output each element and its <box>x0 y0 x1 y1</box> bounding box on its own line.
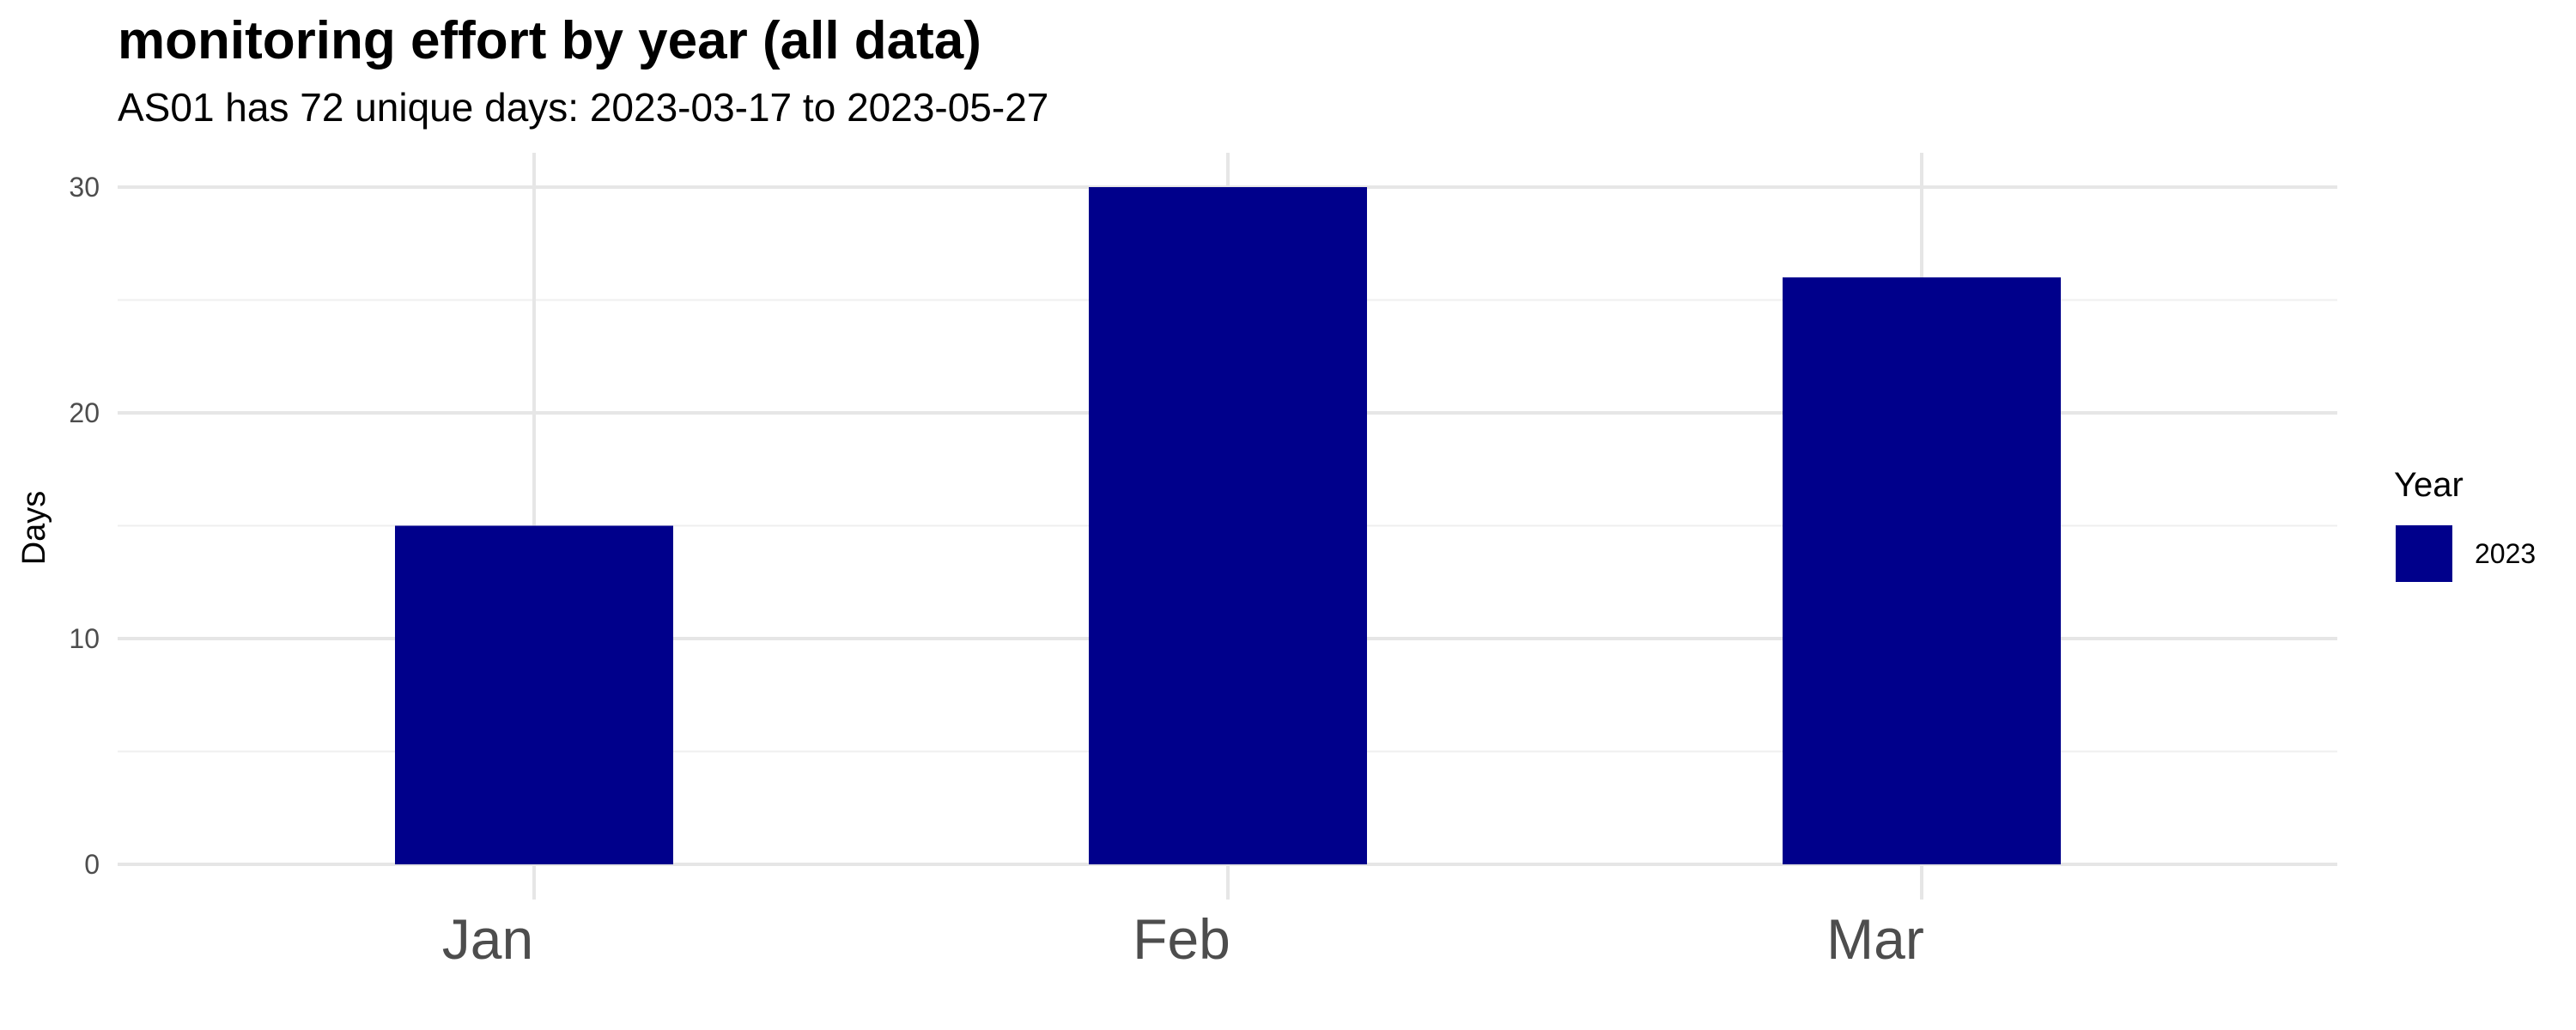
x-tick-label: Mar <box>1826 907 1924 971</box>
chart-subtitle: AS01 has 72 unique days: 2023-03-17 to 2… <box>118 85 1049 130</box>
legend: Year 2023 <box>2394 466 2536 582</box>
y-tick-label: 20 <box>69 397 100 428</box>
chart-title: monitoring effort by year (all data) <box>118 11 981 70</box>
bar-feb <box>1089 187 1367 864</box>
x-axis-ticks: Jan Feb Mar <box>442 907 1924 971</box>
y-axis-ticks: 0 10 20 30 <box>69 172 100 880</box>
x-tick-label: Jan <box>442 907 533 971</box>
y-tick-label: 30 <box>69 172 100 203</box>
legend-label: 2023 <box>2475 538 2536 569</box>
y-tick-label: 0 <box>84 849 100 880</box>
bar-jan <box>395 525 673 864</box>
y-tick-label: 10 <box>69 623 100 654</box>
legend-title: Year <box>2394 466 2464 504</box>
y-axis-label: Days <box>16 491 52 566</box>
bars <box>395 187 2061 864</box>
bar-mar <box>1783 277 2061 864</box>
legend-swatch <box>2396 525 2452 582</box>
x-tick-label: Feb <box>1133 907 1230 971</box>
